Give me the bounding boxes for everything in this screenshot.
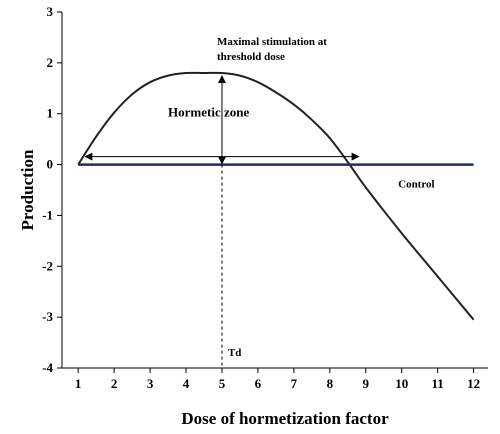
y-tick-label: 0: [47, 157, 54, 172]
max-stimulation-label: Maximal stimulation at threshold dose: [217, 36, 327, 63]
x-tick-label: 4: [183, 376, 190, 391]
y-axis-title: Production: [18, 149, 37, 230]
response-curve: [77, 71, 475, 321]
x-tick-label: 10: [395, 376, 408, 391]
hormetic-zone-label: Hormetic zone: [168, 104, 249, 119]
y-tick-label: 1: [47, 106, 54, 121]
x-tick-label: 6: [255, 376, 262, 391]
y-tick-label: 2: [47, 55, 54, 70]
x-tick-label: 9: [363, 376, 370, 391]
control-label: Control: [398, 178, 434, 190]
x-tick-label: 5: [219, 376, 226, 391]
y-tick-label: 3: [47, 4, 54, 19]
x-tick-label: 8: [327, 376, 334, 391]
series-layer: [77, 71, 475, 321]
axes: [61, 12, 488, 369]
x-tick-label: 3: [147, 376, 154, 391]
x-axis-title: Dose of hormetization factor: [181, 409, 389, 428]
x-tick-label: 12: [467, 376, 480, 391]
x-tick-label: 2: [111, 376, 118, 391]
x-tick-label: 11: [432, 376, 444, 391]
y-tick-label: -1: [42, 207, 53, 222]
annotations: Maximal stimulation at threshold dose Horm…: [84, 36, 435, 368]
x-tick-label: 1: [75, 376, 82, 391]
y-tick-label: -4: [42, 360, 53, 375]
y-tick-label: -3: [42, 309, 53, 324]
td-label: Td: [228, 347, 241, 359]
x-tick-label: 7: [291, 376, 298, 391]
y-tick-label: -2: [42, 258, 53, 273]
